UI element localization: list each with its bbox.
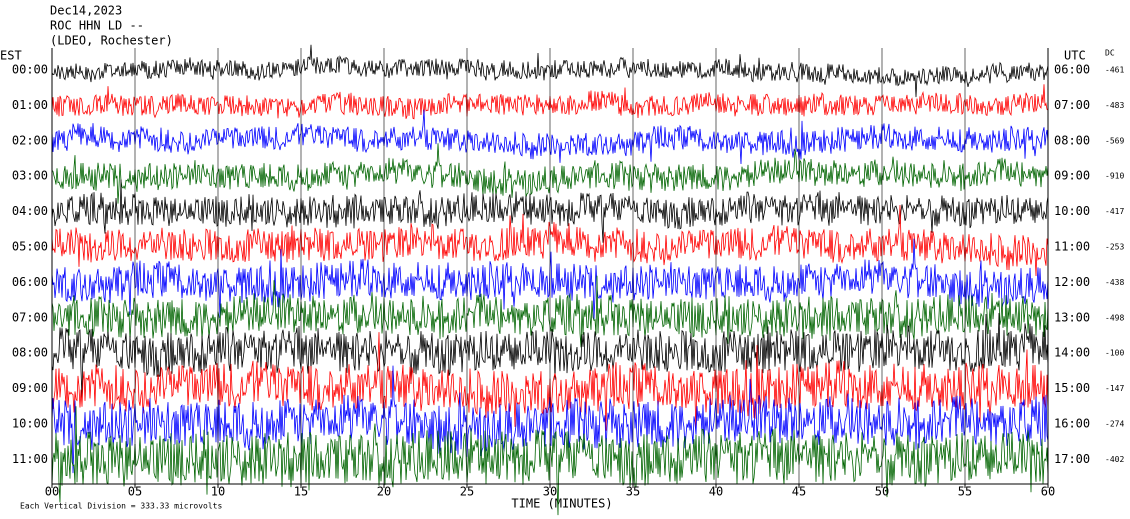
chart-title: Dec14,2023 (50, 4, 122, 18)
dc-value: -274 (1105, 420, 1124, 429)
x-tick-label: 45 (792, 485, 806, 499)
dc-value: -402 (1105, 455, 1124, 464)
utc-label: 16:00 (1054, 417, 1090, 431)
left-axis-label: EST (0, 49, 22, 63)
utc-label: 17:00 (1054, 452, 1090, 466)
est-label: 07:00 (12, 310, 48, 324)
x-tick-label: 15 (294, 485, 308, 499)
utc-label: 13:00 (1054, 310, 1090, 324)
station-location: (LDEO, Rochester) (50, 34, 173, 48)
x-tick-label: 00 (45, 485, 59, 499)
x-tick-label: 55 (958, 485, 972, 499)
utc-label: 14:00 (1054, 346, 1090, 360)
x-tick-label: 30 (543, 485, 557, 499)
x-tick-label: 20 (377, 485, 391, 499)
scale-note: Each Vertical Division = 333.33 microvol… (20, 502, 222, 511)
utc-label: 09:00 (1054, 169, 1090, 183)
utc-label: 15:00 (1054, 381, 1090, 395)
utc-label: 08:00 (1054, 133, 1090, 147)
est-label: 06:00 (12, 275, 48, 289)
est-label: 00:00 (12, 63, 48, 77)
est-label: 08:00 (12, 346, 48, 360)
dc-value: -100 (1105, 349, 1124, 358)
utc-label: 07:00 (1054, 98, 1090, 112)
est-label: 05:00 (12, 240, 48, 254)
dc-value: -438 (1105, 278, 1124, 287)
x-tick-label: 40 (709, 485, 723, 499)
x-tick-label: 10 (211, 485, 225, 499)
chart-subtitle: ROC HHN LD -- (50, 19, 144, 33)
dc-value: -253 (1105, 243, 1124, 252)
est-label: 11:00 (12, 452, 48, 466)
dc-value: -498 (1105, 313, 1124, 322)
right-axis-label: UTC (1064, 49, 1086, 63)
x-tick-label: 50 (875, 485, 889, 499)
dc-value: -569 (1105, 136, 1124, 145)
x-tick-label: 05 (128, 485, 142, 499)
utc-label: 06:00 (1054, 63, 1090, 77)
est-label: 04:00 (12, 204, 48, 218)
dc-value: -483 (1105, 101, 1124, 110)
dc-value: -417 (1105, 207, 1124, 216)
x-tick-label: 25 (460, 485, 474, 499)
est-label: 03:00 (12, 169, 48, 183)
x-tick-label: 35 (626, 485, 640, 499)
est-label: 01:00 (12, 98, 48, 112)
dc-value: -910 (1105, 172, 1124, 181)
est-label: 02:00 (12, 133, 48, 147)
x-axis-label: TIME (MINUTES) (511, 497, 612, 511)
est-label: 10:00 (12, 417, 48, 431)
utc-label: 11:00 (1054, 240, 1090, 254)
dc-value: -461 (1105, 66, 1124, 75)
est-label: 09:00 (12, 381, 48, 395)
utc-label: 12:00 (1054, 275, 1090, 289)
x-tick-label: 60 (1041, 485, 1055, 499)
dc-value: -147 (1105, 384, 1124, 393)
utc-label: 10:00 (1054, 204, 1090, 218)
dc-label: DC (1105, 49, 1115, 58)
